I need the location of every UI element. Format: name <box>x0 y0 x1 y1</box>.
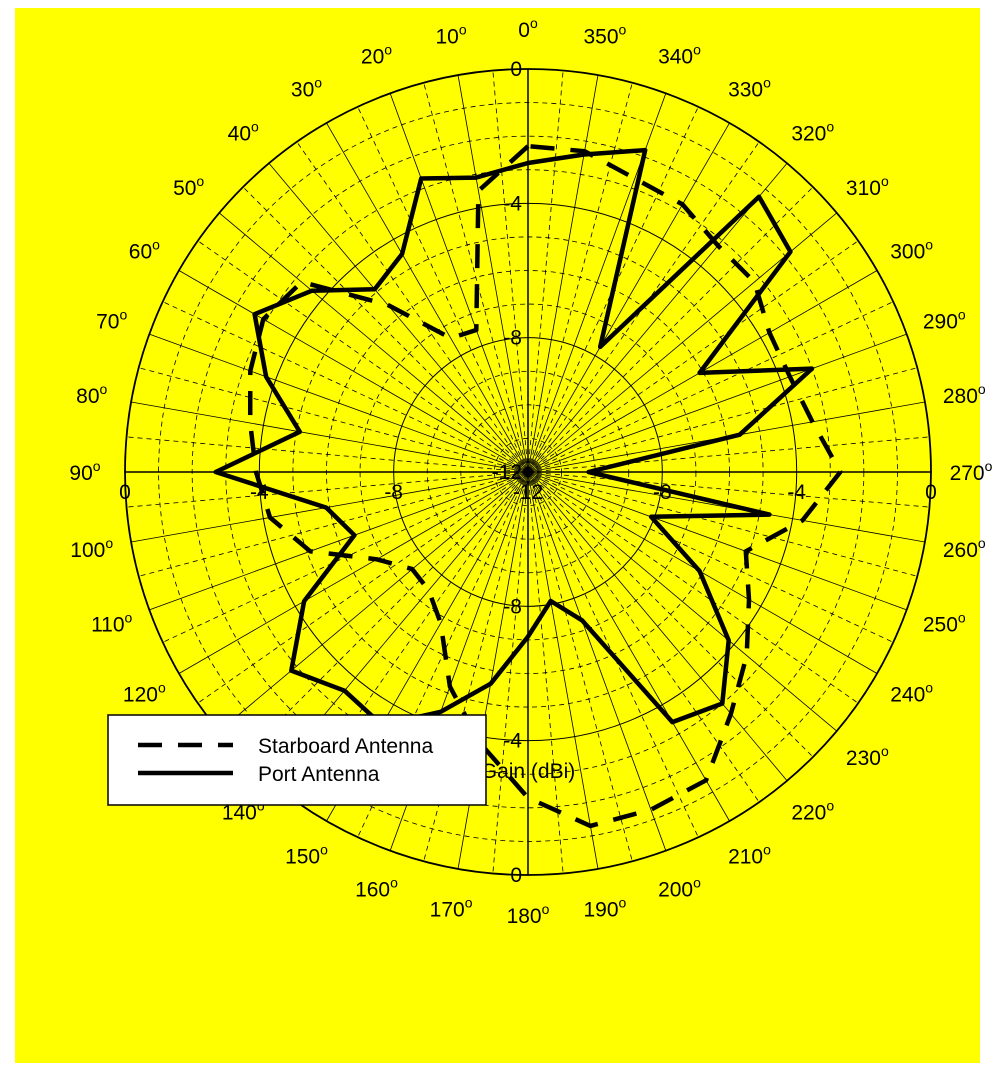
radial-tick-label: -4 <box>250 481 269 504</box>
minor-spoke <box>162 301 529 473</box>
radial-tick-label: 0 <box>510 864 522 887</box>
minor-spoke <box>197 471 529 704</box>
minor-spoke <box>527 471 930 508</box>
minor-spoke <box>492 471 529 874</box>
axis-labels: 0o10o20o30o40o50o60o70o80o90o100o110o120… <box>69 15 992 928</box>
radial-tick-label: -12 <box>513 481 543 504</box>
major-spoke <box>219 212 529 473</box>
major-spoke <box>149 333 529 473</box>
minor-spoke <box>242 471 529 758</box>
major-spoke <box>527 471 907 611</box>
major-spoke <box>178 471 529 674</box>
minor-spoke <box>423 82 529 473</box>
radial-tick-label: -4 <box>503 192 522 215</box>
major-spoke <box>527 333 907 473</box>
angle-tick-label: 260o <box>943 535 986 562</box>
major-spoke <box>178 270 529 473</box>
radial-tick-label: -12 <box>492 461 522 484</box>
radial-tick-label: -12 <box>513 481 543 504</box>
minor-spoke <box>197 240 529 473</box>
major-spoke <box>268 163 529 473</box>
minor-spoke <box>126 471 529 508</box>
radial-tick-label: -12 <box>492 461 522 484</box>
radial-tick-label: -4 <box>503 730 522 753</box>
radial-tick-label: 0 <box>119 481 131 504</box>
major-spoke <box>149 471 529 611</box>
radial-tick-label: -4 <box>787 481 806 504</box>
minor-spoke <box>527 471 814 758</box>
legend-label-port: Port Antenna <box>258 763 380 786</box>
minor-spoke <box>527 471 918 577</box>
major-spoke <box>219 471 529 732</box>
legend: Starboard Antenna Port Antenna <box>107 714 487 806</box>
major-spoke <box>457 75 529 473</box>
minor-spoke <box>527 367 918 473</box>
minor-spoke <box>242 186 529 473</box>
major-spoke <box>527 471 667 851</box>
minor-spoke <box>527 471 859 704</box>
radial-tick-label: -8 <box>503 595 522 618</box>
minor-spoke <box>527 301 894 473</box>
minor-spoke <box>527 240 859 473</box>
minor-spoke <box>492 70 529 473</box>
radial-tick-label: -8 <box>503 327 522 350</box>
minor-spoke <box>527 82 633 473</box>
legend-box <box>107 714 487 806</box>
polar-grid <box>124 68 932 876</box>
radial-tick-label: 0 <box>510 58 522 81</box>
minor-spoke <box>527 70 564 473</box>
major-spoke <box>527 471 730 822</box>
series-line-starboard-antenna <box>247 143 843 829</box>
minor-spoke <box>138 367 529 473</box>
minor-spoke <box>126 436 529 473</box>
chart-plot-background <box>15 8 980 1063</box>
legend-label-starboard: Starboard Antenna <box>258 735 433 758</box>
radial-tick-label: 0 <box>925 481 937 504</box>
major-spoke <box>527 471 788 781</box>
radial-tick-label: -8 <box>384 481 403 504</box>
major-spoke <box>527 163 788 473</box>
major-spoke <box>527 471 925 543</box>
minor-spoke <box>527 471 894 643</box>
minor-spoke <box>138 471 529 577</box>
radial-tick-label: -8 <box>653 481 672 504</box>
minor-spoke <box>357 106 529 473</box>
outer-ring <box>124 68 932 876</box>
major-spoke <box>131 471 529 543</box>
minor-spoke <box>527 471 564 874</box>
minor-spoke <box>527 436 930 473</box>
major-spoke <box>131 401 529 473</box>
minor-spoke <box>296 141 529 473</box>
x-axis-title: Gain (dBi) <box>481 760 576 783</box>
minor-spoke <box>527 471 633 862</box>
series-lines <box>213 143 843 829</box>
series-line-port-antenna <box>213 147 815 728</box>
angle-tick-label: 220o <box>791 797 834 824</box>
major-spoke <box>527 75 599 473</box>
major-spoke <box>389 93 529 473</box>
major-spoke <box>527 122 730 473</box>
minor-spoke <box>527 186 814 473</box>
major-spoke <box>326 122 529 473</box>
major-spoke <box>527 471 837 732</box>
major-spoke <box>527 471 599 869</box>
